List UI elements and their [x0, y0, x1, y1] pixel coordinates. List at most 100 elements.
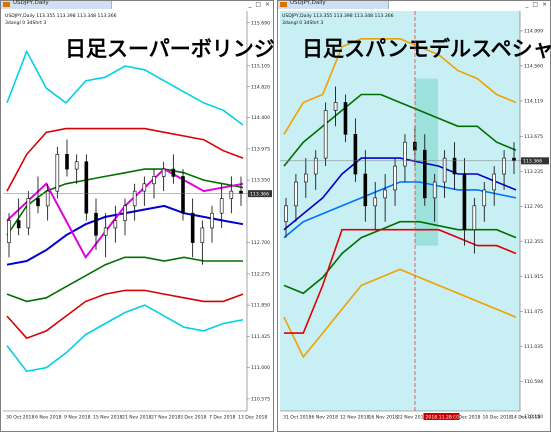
candle-up: [219, 198, 224, 214]
chart-title: 日足スパンモデルスペシャル: [302, 37, 551, 61]
price-box: [521, 157, 549, 165]
x-tick-label: 2018.11.28 00:00: [426, 415, 467, 421]
candle-up: [373, 197, 378, 207]
candle-up: [502, 157, 506, 175]
chart-header-line: USDJPY,Daily 113.355 113.398 113.348 113…: [5, 13, 117, 19]
candle-up: [304, 173, 308, 183]
candle-up: [393, 165, 397, 191]
candle-up: [229, 190, 234, 199]
right-window-buttons[interactable]: _ □ ×: [525, 1, 548, 8]
x-tick-label: 15 Nov 2018: [93, 415, 122, 421]
candle-up: [200, 227, 205, 243]
x-tick-label: 6 Nov 2018: [312, 415, 339, 421]
candle-down: [65, 154, 69, 170]
y-tick-label: 112.355: [524, 239, 543, 245]
y-tick-label: 111.850: [251, 303, 270, 309]
x-tick-label: 22 Nov 2018: [397, 415, 426, 421]
candle-down: [363, 173, 368, 207]
right-tab-label: USDJPY,Daily: [290, 0, 326, 6]
y-tick-label: 113.235: [524, 169, 543, 175]
candle-up: [482, 189, 487, 207]
candle-down: [84, 161, 89, 214]
chart-header-line: USDJPY,Daily 113.355 113.398 113.348 113…: [282, 13, 394, 19]
candle-up: [45, 190, 50, 207]
candle-up: [284, 205, 288, 223]
series-line-3: [6, 49, 244, 126]
candle-up: [492, 173, 496, 191]
series-line-bandlowergreen: [283, 220, 517, 295]
candle-down: [422, 149, 427, 199]
candle-up: [113, 220, 118, 229]
x-tick-label: 6 Nov 2018: [35, 415, 62, 421]
y-tick-label: 112.275: [251, 271, 270, 277]
series-line-bandmidblue: [283, 157, 517, 231]
x-tick-label: 16 Nov 2018: [369, 415, 398, 421]
series-line-3: [6, 304, 244, 373]
y-tick-label: 113.975: [251, 146, 270, 152]
candle-down: [512, 157, 516, 161]
right-chart-plot[interactable]: 114.999 114.560 114.119 113.675 113.366 113.2…: [278, 1, 551, 433]
candle-down: [452, 157, 457, 175]
chart-icon: [3, 2, 10, 7]
candle-down: [171, 168, 176, 177]
y-tick-label: 112.700: [251, 240, 270, 246]
series-line-redstep: [284, 228, 517, 334]
plot-background: [280, 11, 520, 411]
series-line-2: [6, 289, 244, 340]
x-tick-label: 4 Dec 2018: [454, 415, 481, 421]
candle-up: [432, 181, 437, 199]
y-tick-label: 115.690: [251, 20, 270, 26]
series-line-banduppergreen: [283, 93, 517, 167]
x-tick-label: 12 Nov 2018: [340, 415, 369, 421]
candle-up: [74, 161, 79, 170]
y-tick-label: 111.000: [251, 365, 270, 371]
y-tick-label: 114.820: [251, 84, 270, 90]
right-chart-tab[interactable]: USDJPY,Daily: [278, 0, 389, 9]
candle-up: [472, 205, 477, 230]
candle-up: [383, 189, 387, 199]
x-tick-label: 10 Dec 2018: [483, 415, 512, 421]
left-tab-label: USDJPY,Daily: [13, 0, 49, 6]
price-box-label: 113.366: [523, 159, 542, 165]
price-box-label: 113.366: [250, 191, 269, 197]
price-box: [248, 190, 272, 198]
candle-up: [442, 157, 447, 183]
candle-up: [152, 176, 156, 185]
y-tick-label: 111.425: [251, 334, 270, 340]
candle-down: [181, 176, 185, 214]
y-tick-label: 114.400: [251, 115, 270, 121]
candle-down: [343, 102, 348, 135]
left-chart-plot[interactable]: 115.690 115.105 114.820 114.400 113.975 113.5…: [1, 1, 275, 433]
left-chart-window[interactable]: USDJPY,Daily _ □ × 115.690 115.105 114.820…: [0, 0, 275, 433]
y-tick-label: 111.475: [524, 309, 543, 315]
date-marker-box: [423, 413, 460, 420]
indicator-label: 3dangl 0 3dShrt 3: [5, 20, 46, 26]
x-tick-label: 7 Dec 2018: [209, 415, 236, 421]
x-tick-label: 14 Dec 2018: [511, 415, 540, 421]
series-line-2: [6, 127, 244, 192]
candle-up: [7, 220, 11, 243]
candle-down: [353, 133, 358, 175]
candle-up: [161, 168, 166, 177]
candle-up: [103, 227, 108, 236]
right-chart-window[interactable]: USDJPY,Daily _ □ × 114.999 114.560 114.119…: [277, 0, 551, 432]
series-line-1: [6, 256, 243, 303]
candle-up: [123, 205, 127, 221]
left-window-buttons[interactable]: _ □ ×: [248, 1, 271, 8]
x-tick-label: 9 Nov 2018: [64, 415, 91, 421]
candle-down: [239, 190, 243, 194]
y-tick-label: 112.795: [524, 204, 543, 210]
x-tick-label: 13 Dec 2018: [238, 415, 267, 421]
candle-up: [294, 181, 298, 207]
candle-up: [210, 212, 214, 229]
x-tick-label: 3 Dec 2018: [180, 415, 207, 421]
chart-icon: [280, 2, 287, 7]
x-tick-label: 31 Oct 2018: [283, 415, 311, 421]
left-chart-tab[interactable]: USDJPY,Daily: [1, 0, 112, 9]
chart-title: 日足スーパーボリンジャー: [65, 37, 275, 61]
candle-down: [462, 173, 467, 230]
candle-up: [142, 183, 147, 192]
y-tick-label: 110.594: [524, 379, 543, 385]
candle-up: [132, 190, 137, 207]
y-tick-label: 113.675: [524, 134, 543, 140]
